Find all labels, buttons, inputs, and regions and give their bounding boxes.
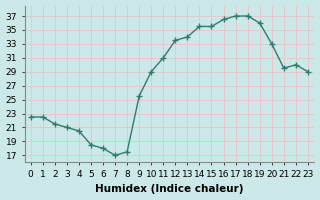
X-axis label: Humidex (Indice chaleur): Humidex (Indice chaleur)	[95, 184, 244, 194]
